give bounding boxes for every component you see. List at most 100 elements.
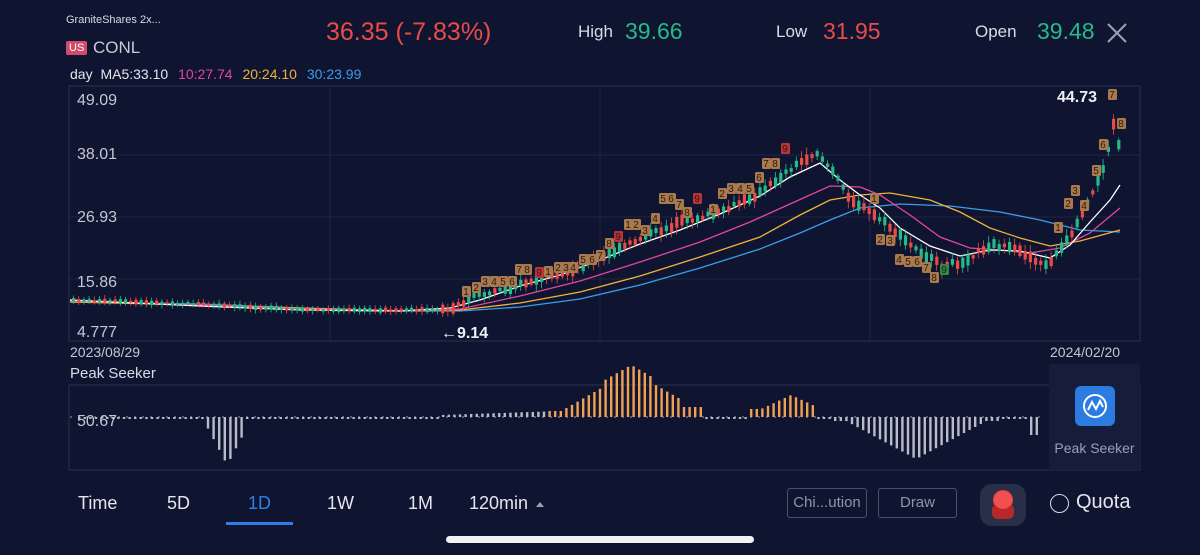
indicator-bar (946, 417, 949, 443)
candle (82, 299, 86, 302)
indicator-bar (694, 407, 697, 417)
selected-period-indicator (226, 522, 293, 525)
sequence-tag (755, 172, 764, 183)
sequence-tag (605, 238, 614, 249)
indicator-bar (968, 417, 971, 431)
indicator-bar (391, 417, 394, 419)
sequence-tag (659, 193, 668, 204)
candlestick-chart[interactable]: 49.09 38.01 26.93 15.86 4.777 2023/08/29… (0, 0, 1200, 480)
sequence-tag (562, 262, 571, 273)
indicator-bar (156, 417, 159, 419)
candle (529, 278, 533, 285)
candle (696, 215, 700, 223)
period-1d[interactable]: 1D (248, 493, 272, 513)
candle (1018, 245, 1022, 257)
candle (623, 242, 627, 249)
sequence-tag (481, 276, 490, 287)
ma20-value: 20:24.10 (242, 66, 297, 82)
sequence-tag (1092, 165, 1101, 176)
candle (462, 300, 466, 307)
sequence-tag (886, 235, 895, 246)
indicator-bar (1018, 417, 1022, 419)
peak-seeker-icon[interactable] (1075, 386, 1115, 426)
indicator-bar (766, 405, 770, 417)
indicator-bar (912, 417, 915, 458)
indicator-bar (352, 417, 355, 419)
indicator-bar (341, 417, 344, 419)
period-time[interactable]: Time (78, 493, 118, 513)
candle (805, 154, 809, 165)
indicator-bar (1007, 417, 1010, 419)
candle (316, 308, 320, 311)
indicator-bar (906, 417, 910, 455)
indicator-bar (302, 417, 305, 419)
indicator-bar (548, 411, 551, 417)
period-1w[interactable]: 1W (327, 493, 354, 513)
indicator-bar (705, 417, 708, 419)
peak-seeker-panel[interactable]: Peak Seeker (1049, 364, 1140, 470)
indicator-bar (430, 417, 434, 419)
period-120min[interactable]: 120min (469, 493, 545, 514)
candle (415, 308, 419, 311)
indicator-bar (918, 417, 921, 458)
sequence-tag-label: 8 (931, 273, 937, 284)
candle (841, 184, 845, 190)
sequence-tag (579, 254, 588, 265)
period-5d[interactable]: 5D (167, 493, 191, 513)
close-button[interactable] (1104, 20, 1130, 46)
indicator-bars (78, 366, 1038, 461)
quota-icon (1050, 494, 1069, 513)
candle (441, 304, 445, 314)
indicator-bar (940, 417, 943, 446)
candle (789, 168, 793, 172)
sequence-tag (535, 267, 544, 278)
indicator-bar (509, 412, 512, 417)
sequence-tag-label: 5 (580, 255, 586, 266)
indicator-bar (285, 417, 288, 419)
indicator-bar (190, 417, 193, 419)
candle (758, 187, 762, 196)
quota-button[interactable]: Quota (1076, 491, 1131, 513)
sequence-tag (523, 264, 532, 275)
candle (212, 303, 216, 306)
period-1m[interactable]: 1M (408, 493, 434, 513)
candle (321, 309, 325, 312)
indicator-bar (626, 366, 630, 417)
draw-button[interactable]: Draw (878, 488, 957, 518)
candle (129, 300, 133, 303)
candle (1039, 260, 1043, 265)
indicator-bar (234, 417, 238, 449)
indicator-bar (654, 385, 658, 417)
high-value: 39.66 (625, 18, 683, 44)
sequence-tag (462, 286, 471, 297)
sequence-tag (736, 183, 745, 194)
indicator-bar (363, 417, 366, 419)
sequence-tag-label: 1 (463, 287, 469, 298)
ticker-symbol: CONL (93, 38, 141, 57)
indicator-bar (89, 417, 92, 419)
candle (950, 259, 954, 265)
chip-distribution-button[interactable]: Chi...ution (787, 488, 867, 518)
indicator-bar (744, 417, 747, 419)
home-indicator[interactable] (446, 536, 754, 543)
sequence-tag (683, 207, 692, 218)
candle (207, 303, 211, 306)
candle (285, 307, 289, 311)
candle (399, 308, 403, 312)
indicator-bar (442, 414, 445, 417)
indicator-bar (83, 417, 86, 419)
candle (1002, 243, 1006, 248)
indicator-bar (587, 395, 590, 417)
candle (165, 302, 169, 304)
sequence-tag (1080, 200, 1089, 211)
candle (77, 299, 81, 303)
record-button[interactable] (980, 484, 1026, 526)
candle (930, 253, 934, 261)
indicator-bar (951, 417, 954, 440)
candle (290, 307, 294, 311)
indicator-bar (666, 391, 669, 417)
indicator-bar (486, 413, 490, 417)
sequence-tag-label: 9 (782, 144, 788, 155)
y-tick-2: 38.01 (77, 146, 117, 163)
sequence-tag (651, 213, 660, 224)
